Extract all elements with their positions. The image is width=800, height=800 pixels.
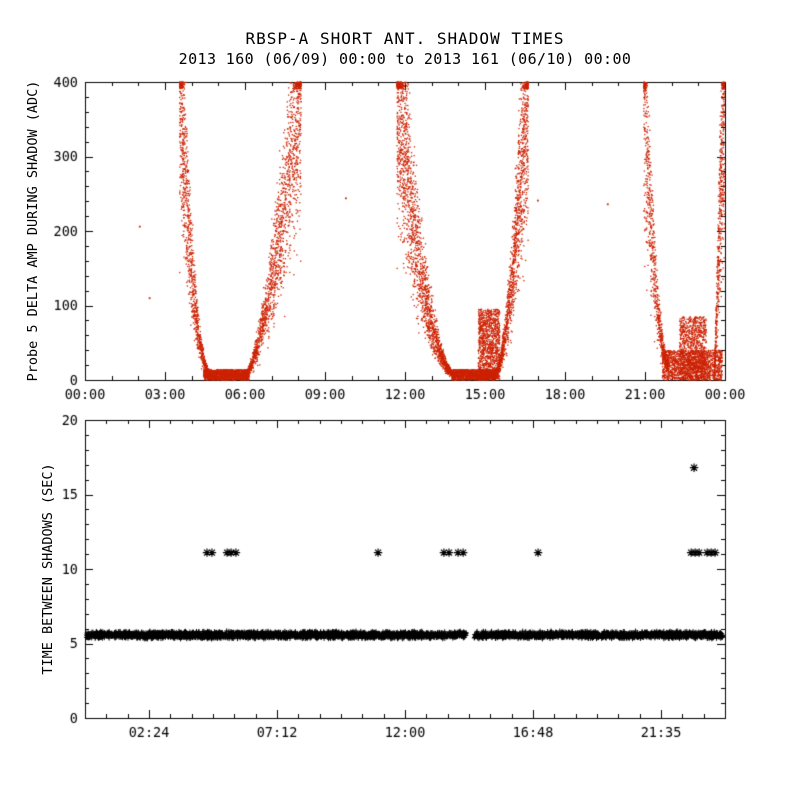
top-y-axis-title: Probe 5 DELTA AMP DURING SHADOW (ADC) bbox=[25, 80, 41, 382]
chart-title: RBSP-A SHORT ANT. SHADOW TIMES bbox=[245, 29, 565, 48]
bottom-y-axis-title: TIME BETWEEN SHADOWS (SEC) bbox=[40, 463, 56, 675]
chart-subtitle: 2013 160 (06/09) 00:00 to 2013 161 (06/1… bbox=[178, 50, 632, 68]
